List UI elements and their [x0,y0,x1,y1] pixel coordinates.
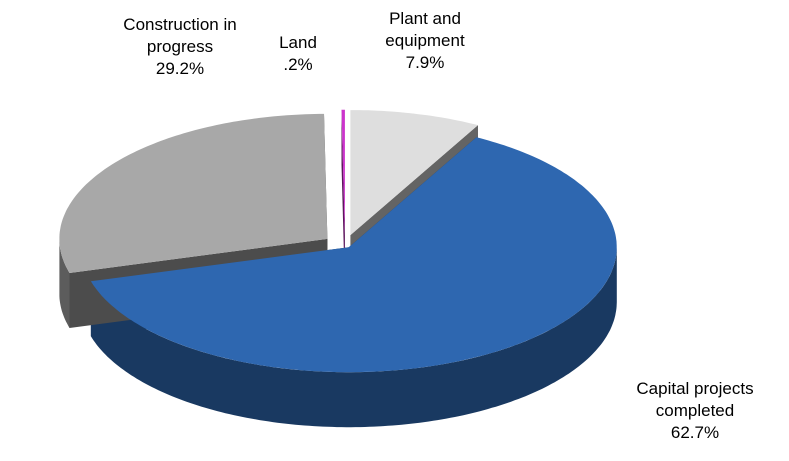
category-name: Land [279,33,317,52]
slice-label: Capital projects completed 62.7% [600,378,789,444]
slice [341,109,345,235]
value-label: 29.2% [155,59,205,78]
slice-label: Land .2% [268,32,328,76]
value-label: 62.7% [670,423,720,442]
slice [350,110,478,236]
category-name: Construction in progress [123,15,237,56]
slice [59,113,328,274]
slice [90,137,617,373]
slice-side [59,238,70,328]
category-name: Capital projects completed [636,379,754,420]
slice-label: Plant and equipment 7.9% [355,8,495,74]
slice-wall [341,109,345,290]
slice-side [90,247,617,428]
value-label: 7.9% [405,53,445,72]
slice-label: Construction in progress 29.2% [90,14,270,80]
value-label: .2% [283,55,313,74]
category-name: Plant and equipment [385,9,465,50]
